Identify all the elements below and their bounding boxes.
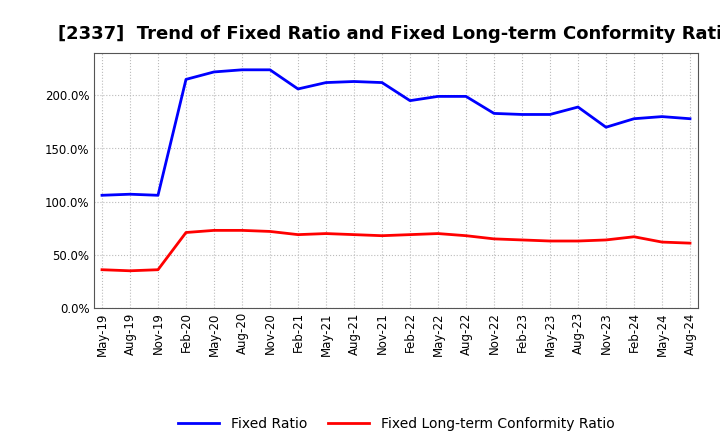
Fixed Ratio: [294, 86, 302, 92]
Fixed Long-term Conformity Ratio: [294, 232, 302, 237]
Fixed Long-term Conformity Ratio: [378, 233, 387, 238]
Fixed Long-term Conformity Ratio: [574, 238, 582, 244]
Fixed Ratio: [685, 116, 694, 121]
Fixed Long-term Conformity Ratio: [98, 267, 107, 272]
Fixed Ratio: [405, 98, 414, 103]
Fixed Ratio: [462, 94, 470, 99]
Fixed Ratio: [322, 80, 330, 85]
Fixed Ratio: [518, 112, 526, 117]
Fixed Long-term Conformity Ratio: [153, 267, 162, 272]
Legend: Fixed Ratio, Fixed Long-term Conformity Ratio: Fixed Ratio, Fixed Long-term Conformity …: [172, 412, 620, 437]
Fixed Long-term Conformity Ratio: [518, 237, 526, 242]
Line: Fixed Long-term Conformity Ratio: Fixed Long-term Conformity Ratio: [102, 231, 690, 271]
Fixed Long-term Conformity Ratio: [405, 232, 414, 237]
Fixed Ratio: [126, 191, 135, 197]
Fixed Long-term Conformity Ratio: [266, 229, 274, 234]
Fixed Ratio: [630, 116, 639, 121]
Fixed Ratio: [98, 193, 107, 198]
Fixed Ratio: [210, 69, 218, 74]
Fixed Ratio: [238, 67, 246, 73]
Fixed Long-term Conformity Ratio: [462, 233, 470, 238]
Fixed Ratio: [433, 94, 442, 99]
Fixed Ratio: [181, 77, 190, 82]
Fixed Long-term Conformity Ratio: [433, 231, 442, 236]
Fixed Long-term Conformity Ratio: [602, 237, 611, 242]
Fixed Long-term Conformity Ratio: [181, 230, 190, 235]
Fixed Long-term Conformity Ratio: [546, 238, 554, 244]
Fixed Ratio: [378, 80, 387, 85]
Fixed Long-term Conformity Ratio: [657, 239, 666, 245]
Fixed Long-term Conformity Ratio: [322, 231, 330, 236]
Fixed Long-term Conformity Ratio: [350, 232, 359, 237]
Fixed Ratio: [153, 193, 162, 198]
Fixed Long-term Conformity Ratio: [126, 268, 135, 273]
Fixed Long-term Conformity Ratio: [630, 234, 639, 239]
Line: Fixed Ratio: Fixed Ratio: [102, 70, 690, 195]
Fixed Ratio: [490, 111, 498, 116]
Fixed Ratio: [657, 114, 666, 119]
Fixed Ratio: [602, 125, 611, 130]
Fixed Ratio: [574, 104, 582, 110]
Title: [2337]  Trend of Fixed Ratio and Fixed Long-term Conformity Ratio: [2337] Trend of Fixed Ratio and Fixed Lo…: [58, 25, 720, 43]
Fixed Long-term Conformity Ratio: [685, 241, 694, 246]
Fixed Long-term Conformity Ratio: [210, 228, 218, 233]
Fixed Long-term Conformity Ratio: [238, 228, 246, 233]
Fixed Ratio: [350, 79, 359, 84]
Fixed Long-term Conformity Ratio: [490, 236, 498, 242]
Fixed Ratio: [266, 67, 274, 73]
Fixed Ratio: [546, 112, 554, 117]
